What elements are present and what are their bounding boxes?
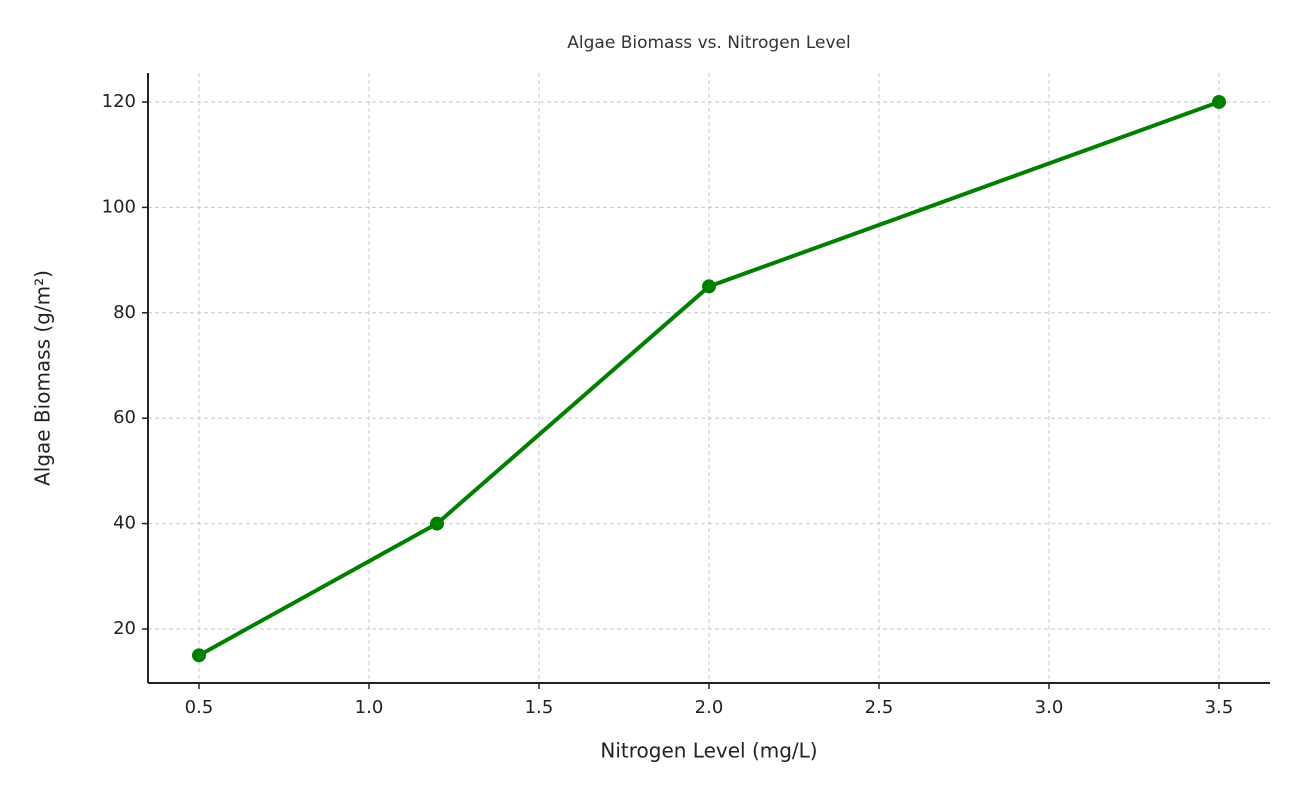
data-point [430, 516, 444, 531]
data-point [1212, 94, 1226, 109]
x-tick-label: 2.5 [865, 697, 894, 718]
y-tick-label: 80 [113, 302, 136, 323]
y-tick-label: 40 [113, 513, 136, 534]
x-tick-label: 1.5 [525, 697, 554, 718]
x-tick-label: 0.5 [185, 697, 214, 718]
x-axis-label: Nitrogen Level (mg/L) [600, 739, 817, 763]
x-tick-label: 3.0 [1035, 697, 1064, 718]
y-tick-label: 60 [113, 407, 136, 428]
chart-title: Algae Biomass vs. Nitrogen Level [567, 33, 850, 53]
y-tick-label: 120 [102, 91, 136, 112]
data-line [198, 100, 1220, 658]
x-tick-label: 1.0 [355, 697, 384, 718]
x-tick-label: 2.0 [695, 697, 724, 718]
x-tick-label: 3.5 [1205, 697, 1234, 718]
y-tick-label: 20 [113, 618, 136, 639]
y-tick-label: 100 [102, 196, 136, 217]
y-axis-label: Algae Biomass (g/m²) [31, 270, 55, 486]
data-point [192, 648, 206, 663]
data-point [702, 279, 716, 294]
